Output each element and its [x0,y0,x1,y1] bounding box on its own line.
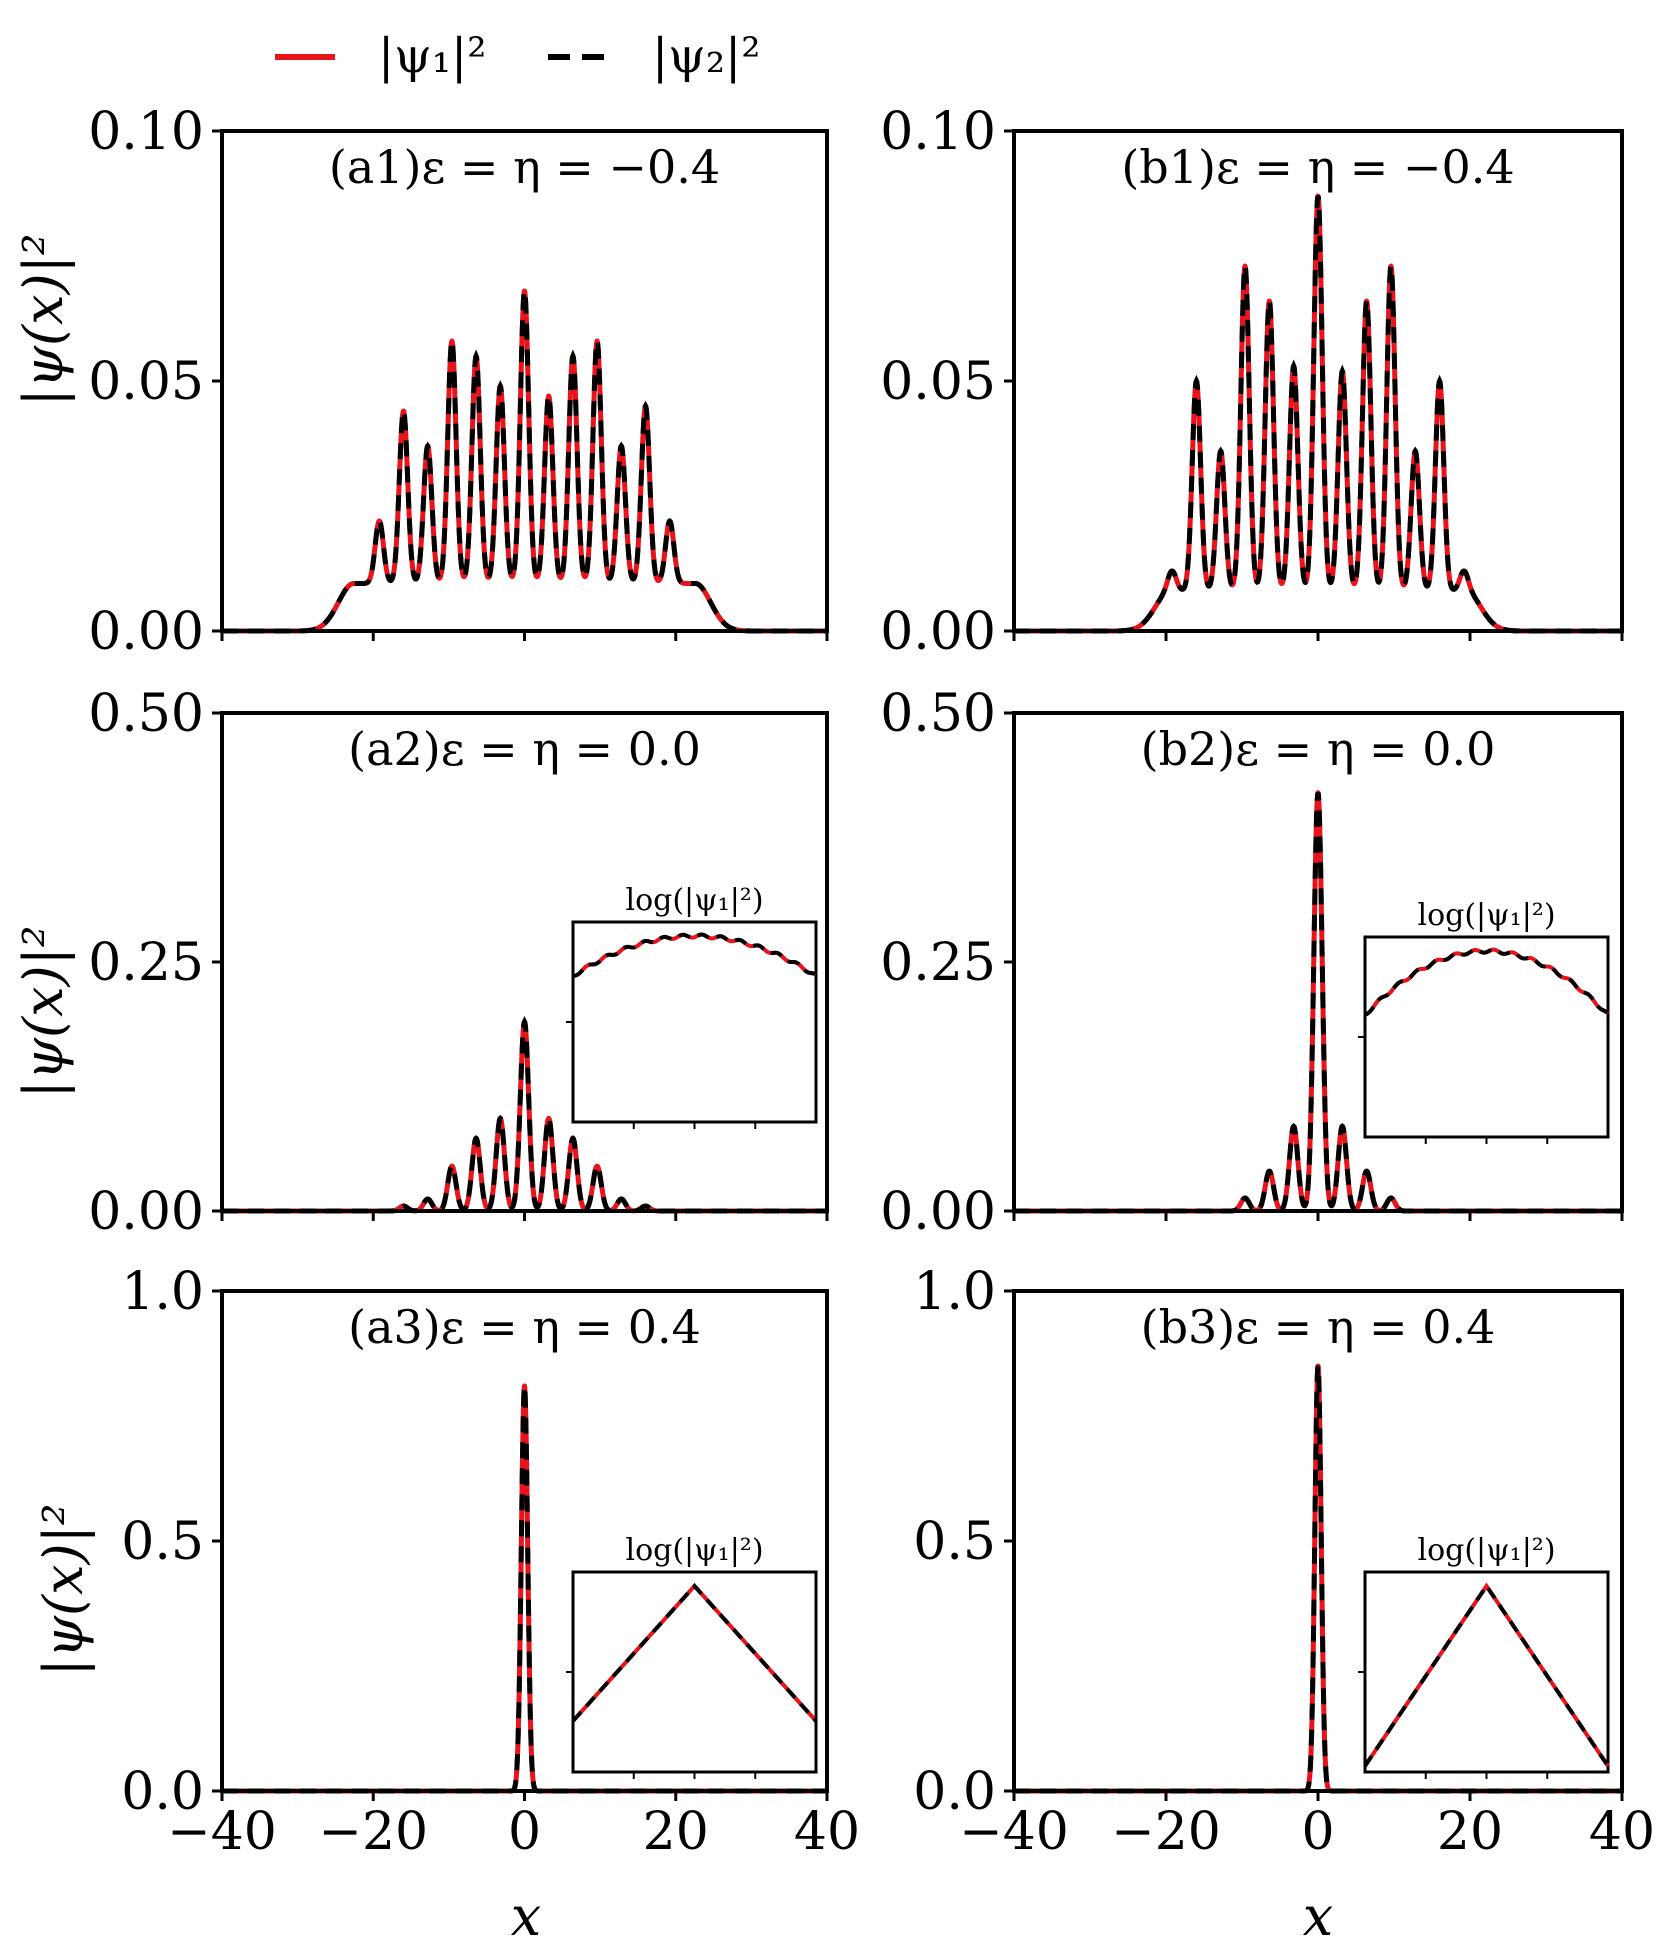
panel-title-b1: (b1)ε = η = −0.4 [1121,140,1514,194]
ytick-label-a1-2: 0.10 [88,102,204,162]
ytick-label-a1-0: 0.00 [88,602,204,662]
ytick-label-b1-2: 0.10 [880,102,996,162]
ytick-label-b1-0: 0.00 [880,602,996,662]
ytick-label-b3-0: 0.0 [913,1762,996,1822]
ylabel-row2: |ψ(x)|² [12,926,75,1099]
inset-title-b2: log(|ψ₁|²) [1417,898,1555,933]
xlabel-left: x [511,1885,541,1948]
ylabel-row3: |ψ(x)|² [32,1504,95,1677]
panel-a1: 0.00 0.05 0.10 (a1)ε = η = −0.4 [88,102,830,662]
series-psi1-b1 [1011,193,1625,634]
panel-b2: 0.00 0.25 0.50 (b2)ε = η = 0.0 log(|ψ₁|²) [880,684,1625,1242]
xtick-label-a3-0: −40 [167,1802,277,1862]
xtick-label-a3-2: 0 [508,1802,541,1862]
panel-b3: 0.0 0.5 1.0 −40 −20 0 20 40 (b3)ε = η = 0.4 log(|… [913,1262,1655,1862]
panel-title-a2: (a2)ε = η = 0.0 [348,722,701,776]
plot-frame-a1 [220,129,829,633]
xtick-label-b3-4: 40 [1589,1802,1655,1862]
inset-series-psi2-b3 [1363,1582,1610,1768]
ytick-label-b1-1: 0.05 [880,352,996,412]
legend: |ψ₁|² |ψ₂|² [275,28,760,84]
inset-series-psi2-b2 [1364,947,1610,1017]
ytick-label-b3-1: 0.5 [913,1512,996,1572]
panel-title-b3: (b3)ε = η = 0.4 [1141,1300,1496,1354]
inset-series-psi2-a2 [572,932,817,978]
panel-title-a3: (a3)ε = η = 0.4 [348,1300,701,1354]
inset-frame-a3 [571,1570,818,1774]
legend-label-psi1: |ψ₁|² [378,28,486,84]
panel-b1: 0.00 0.05 0.10 (b1)ε = η = −0.4 [880,102,1625,662]
ytick-label-a2-2: 0.50 [88,684,204,744]
xtick-label-a3-1: −20 [318,1802,428,1862]
series-psi1-a1 [219,288,830,634]
series-psi2-a1 [222,282,827,634]
xtick-label-b3-0: −40 [959,1802,1069,1862]
ytick-label-b2-1: 0.25 [880,933,996,993]
legend-label-psi2: |ψ₂|² [652,28,760,84]
inset-frame-b3 [1363,1570,1610,1774]
xtick-label-b3-3: 20 [1437,1802,1503,1862]
ytick-label-a2-1: 0.25 [88,933,204,993]
xtick-label-b3-2: 0 [1301,1802,1334,1862]
ytick-label-b2-2: 0.50 [880,684,996,744]
inset-title-a3: log(|ψ₁|²) [625,1533,763,1568]
xtick-label-a3-3: 20 [643,1802,709,1862]
ytick-label-a1-1: 0.05 [88,352,204,412]
panel-title-b2: (b2)ε = η = 0.0 [1141,722,1496,776]
ytick-label-b3-2: 1.0 [913,1262,996,1322]
ytick-label-b2-0: 0.00 [880,1182,996,1242]
panel-a3: 0.0 0.5 1.0 −40 −20 0 20 40 (a3)ε = η = 0.4 log(|… [121,1262,860,1862]
xtick-label-a3-4: 40 [794,1802,860,1862]
panel-a2: 0.00 0.25 0.50 (a2)ε = η = 0.0 log(|ψ₁|²) [88,684,830,1242]
inset-series-psi2-a3 [571,1583,818,1723]
inset-frame-b2 [1363,935,1610,1139]
inset-title-a2: log(|ψ₁|²) [625,883,763,918]
inset-title-b3: log(|ψ₁|²) [1417,1533,1555,1568]
ytick-label-a2-0: 0.00 [88,1182,204,1242]
ytick-label-a3-1: 0.5 [121,1512,204,1572]
ytick-label-a3-2: 1.0 [121,1262,204,1322]
ytick-label-a3-0: 0.0 [121,1762,204,1822]
series-psi2-b2 [1014,792,1622,1214]
ylabel-row1: |ψ(x)|² [12,234,75,407]
xtick-label-b3-1: −20 [1111,1802,1221,1862]
xlabel-right: x [1303,1885,1333,1948]
series-psi2-b1 [1014,195,1622,634]
panel-title-a1: (a1)ε = η = −0.4 [329,140,720,194]
